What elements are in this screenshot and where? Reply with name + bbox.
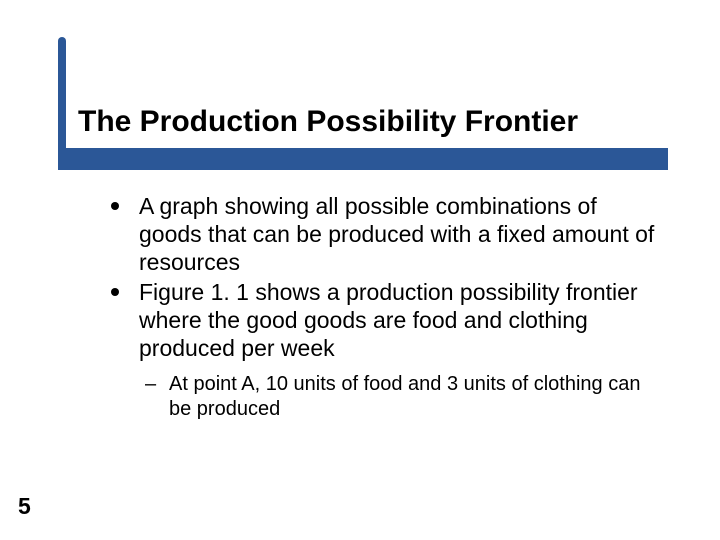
content-area: A graph showing all possible combination… — [105, 192, 665, 422]
page-number: 5 — [18, 493, 31, 520]
bullet-list: A graph showing all possible combination… — [105, 192, 665, 362]
decor-stem — [58, 37, 66, 157]
sub-bullet-list: At point A, 10 units of food and 3 units… — [139, 372, 665, 422]
decor-bar — [58, 148, 668, 170]
bullet-item: A graph showing all possible combination… — [105, 192, 665, 276]
bullet-item: Figure 1. 1 shows a production possibili… — [105, 278, 665, 362]
sub-bullet-item: At point A, 10 units of food and 3 units… — [139, 372, 665, 422]
slide-title: The Production Possibility Frontier — [78, 105, 578, 139]
slide: The Production Possibility Frontier A gr… — [0, 0, 720, 540]
